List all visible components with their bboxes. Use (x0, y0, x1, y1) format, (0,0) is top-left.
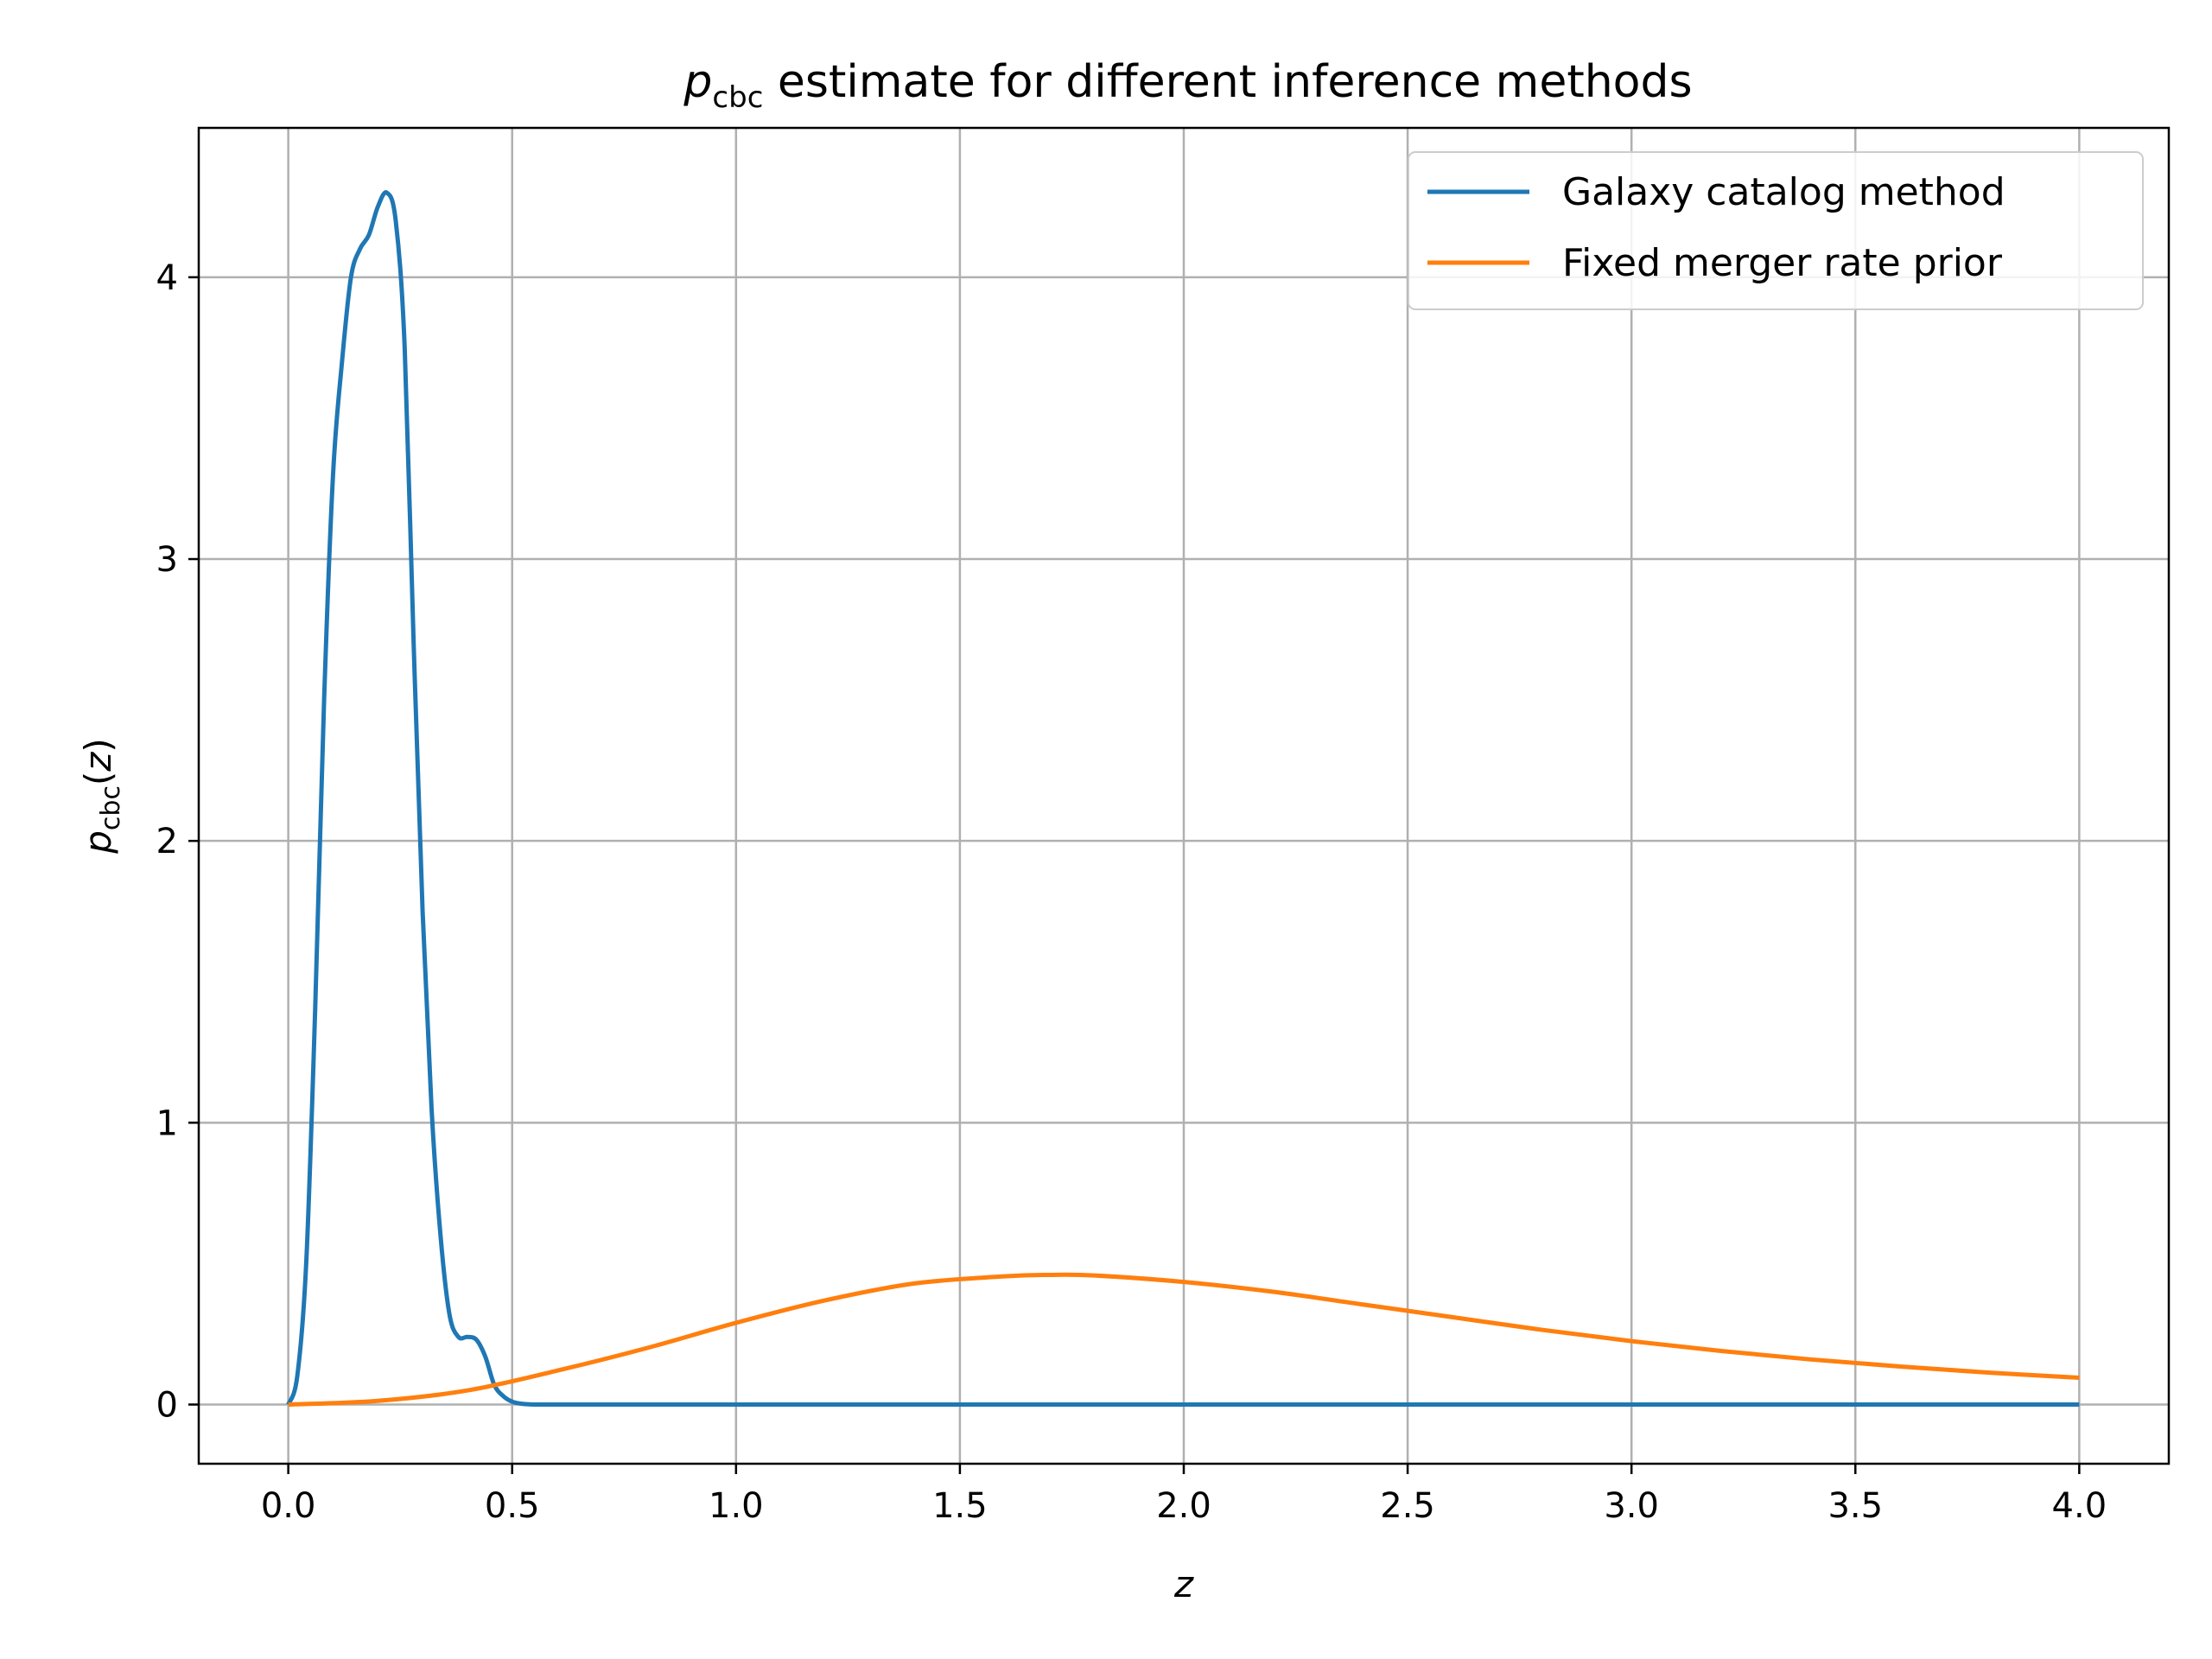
legend: Galaxy catalog method Fixed merger rate … (1408, 151, 2144, 310)
ylabel-open: ( (77, 772, 119, 785)
series-line-0 (286, 190, 2080, 1408)
x-tick-label: 2.0 (1156, 1486, 1211, 1526)
series-layer (286, 190, 2080, 1408)
x-tick-label: 2.5 (1380, 1486, 1435, 1526)
chart-title: pcbc estimate for different inference me… (683, 56, 1692, 115)
y-tick-label: 1 (156, 1103, 178, 1143)
x-axis-label: z (1173, 1563, 1194, 1605)
x-tick-label: 1.0 (709, 1486, 764, 1526)
ylabel-var: z (77, 752, 119, 772)
legend-box (1408, 151, 2144, 310)
x-tick-label: 4.0 (2052, 1486, 2107, 1526)
legend-label-fixed-merger-rate: Fixed merger rate prior (1562, 241, 2003, 285)
tick-layer: 0.0 0.5 1.0 1.5 2.0 2.5 3.0 3.5 4.0 0 1 2 3 4 (156, 258, 2107, 1526)
ylabel-close: ) (77, 738, 119, 752)
legend-label-galaxy-catalog: Galaxy catalog method (1562, 170, 2005, 214)
x-tick-label: 0.5 (485, 1486, 540, 1526)
x-tick-label: 0.0 (261, 1486, 316, 1526)
x-tick-label: 3.0 (1604, 1486, 1659, 1526)
title-symbol: p (683, 56, 712, 108)
title-subscript: cbc (712, 80, 763, 115)
y-tick-label: 2 (156, 822, 178, 861)
title-rest: estimate for different inference methods (763, 56, 1692, 108)
ylabel-subscript: cbc (96, 785, 126, 830)
series-line-1 (288, 1272, 2080, 1408)
y-tick-label: 4 (156, 258, 178, 298)
ylabel-symbol: p (77, 830, 119, 855)
x-tick-label: 1.5 (932, 1486, 988, 1526)
x-tick-label: 3.5 (1827, 1486, 1883, 1526)
y-axis-label: pcbc(z) (77, 738, 126, 855)
y-tick-label: 3 (156, 540, 178, 580)
y-tick-label: 0 (156, 1386, 178, 1426)
